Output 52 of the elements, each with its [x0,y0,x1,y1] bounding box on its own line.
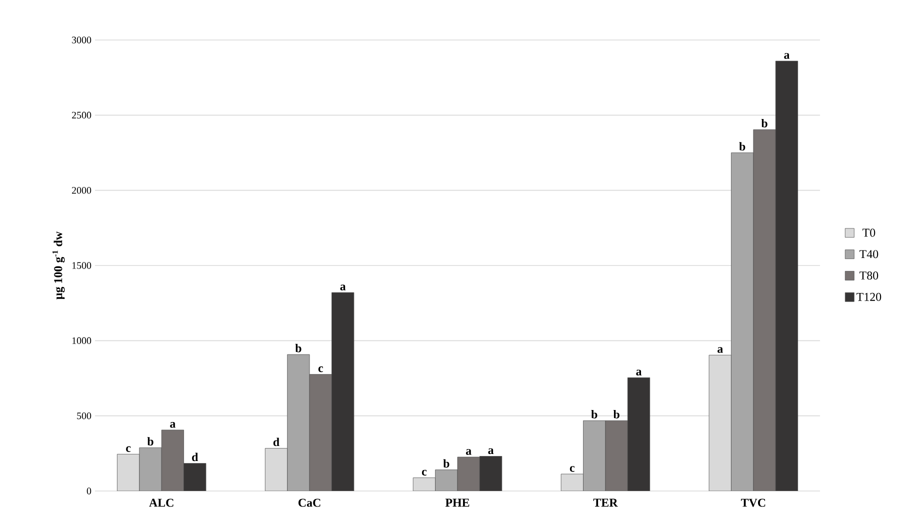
bar [139,448,162,491]
bar [480,456,502,491]
data-label: c [570,466,575,472]
data-label: d [192,452,198,462]
bar [161,430,184,491]
data-label: c [126,446,131,452]
data-label: b [147,437,154,446]
data-label: a [340,284,346,290]
bar [753,129,776,491]
bar [775,60,798,491]
data-label: b [739,142,746,151]
data-label: a [488,448,494,454]
data-label: a [718,347,723,353]
x-tick-label: ALC [149,498,174,507]
data-label: d [273,438,280,446]
data-label: b [613,410,620,418]
data-label: a [466,449,472,455]
legend-label: T80 [860,271,878,280]
y-tick-label: 2000 [72,186,92,194]
bar [332,292,354,491]
y-tick-label: 3000 [72,36,92,44]
bar [184,463,206,491]
data-label: c [318,366,323,372]
x-tick-label: PHE [445,498,470,507]
bar [457,456,480,491]
y-axis-title: µg 100 g$^{-1}$ dw [52,231,65,300]
bar [435,470,458,491]
data-label: b [761,118,768,128]
bar [287,354,310,491]
y-tick-label: 1000 [72,337,92,344]
y-tick-label: 0 [86,488,92,494]
data-label: b [443,459,450,468]
x-tick-label: TER [593,498,618,507]
bar [731,152,754,491]
bar [583,420,606,491]
legend-label: T40 [860,250,878,258]
bar [605,420,628,491]
x-tick-label: CaC [298,498,320,507]
data-label: a [784,53,790,59]
data-label: a [636,370,642,376]
bar [309,374,332,491]
data-label: b [591,410,598,418]
bar [627,377,650,491]
data-label: c [422,470,427,476]
y-tick-label: 2500 [72,112,92,119]
legend-label: T0 [862,228,876,237]
legend-label: T120 [856,292,882,301]
data-label: b [295,344,302,352]
data-label: a [170,422,176,428]
x-tick-label: TVC [740,498,766,507]
y-tick-label: 500 [77,412,92,420]
y-tick-label: 1500 [72,262,92,269]
